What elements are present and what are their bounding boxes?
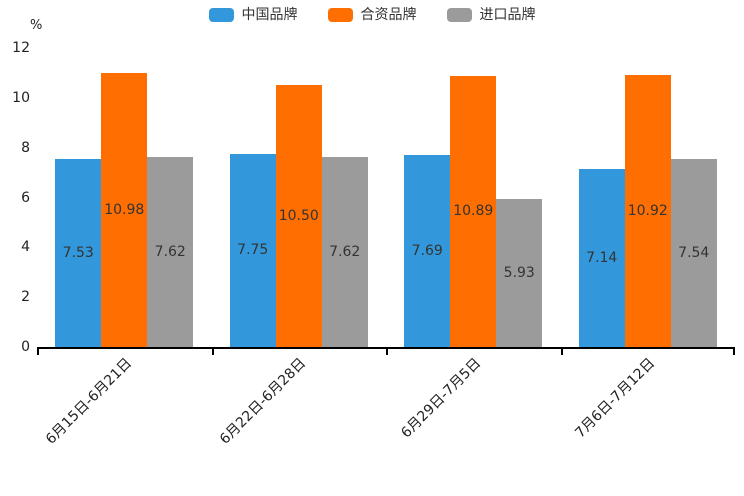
- bar-进口品牌-0: 7.62: [147, 157, 194, 347]
- bar-value-label: 10.92: [627, 202, 668, 219]
- x-category-label-3: 7月6日-7月12日: [572, 355, 659, 442]
- y-axis-unit-label: %: [30, 18, 43, 33]
- x-tick: [560, 349, 563, 355]
- bar-value-label: 10.98: [104, 202, 145, 219]
- y-axis: 0 2 4 6 8 10 12: [0, 41, 30, 354]
- bar-value-label: 7.53: [62, 245, 94, 262]
- legend-item-0[interactable]: 中国品牌: [208, 7, 298, 23]
- bar-value-label: 10.50: [278, 208, 319, 225]
- bar-value-label: 7.54: [678, 245, 710, 262]
- bar-value-label: 10.89: [453, 203, 494, 220]
- y-tick-label: 12: [12, 40, 30, 56]
- bar-合资品牌-1: 10.50: [275, 85, 322, 347]
- bar-value-label: 7.62: [154, 244, 186, 261]
- x-tick: [386, 349, 388, 355]
- bar-value-label: 5.93: [503, 265, 535, 282]
- x-category-label-1: 6月22日-6月28日: [217, 355, 310, 448]
- x-axis-ticks: [37, 349, 735, 356]
- bar-中国品牌-3: 7.14: [578, 169, 625, 347]
- legend-label: 中国品牌: [241, 7, 298, 23]
- bar-中国品牌-2: 7.69: [404, 155, 451, 347]
- legend-item-2[interactable]: 进口品牌: [446, 7, 536, 23]
- bar-group-1: 7.75 10.50 7.62: [212, 48, 387, 347]
- plot-area: 7.53 10.98 7.62 7.75 10.50 7.62 7.69 10.89 5.93 7…: [37, 48, 735, 349]
- bar-中国品牌-0: 7.53: [55, 159, 102, 347]
- y-tick-label: 4: [21, 239, 30, 256]
- bar-group-2: 7.69 10.89 5.93: [386, 48, 561, 347]
- y-tick-label: 8: [21, 139, 30, 156]
- legend: 中国品牌 合资品牌 进口品牌: [0, 8, 744, 22]
- x-axis-labels: 6月15日-6月21日 6月22日-6月28日 6月29日-7月5日 7月6日-7月1…: [37, 349, 735, 489]
- legend-label: 合资品牌: [360, 7, 417, 23]
- bar-value-label: 7.69: [411, 243, 443, 260]
- bar-合资品牌-2: 10.89: [450, 75, 497, 347]
- legend-swatch-icon: [208, 8, 234, 22]
- bar-group-3: 7.14 10.92 7.54: [561, 48, 736, 347]
- bar-进口品牌-3: 7.54: [670, 159, 717, 347]
- bar-进口品牌-1: 7.62: [321, 157, 368, 347]
- x-category-label-2: 6月29日-7月5日: [397, 355, 484, 442]
- bar-group-0: 7.53 10.98 7.62: [37, 48, 212, 347]
- bar-value-label: 7.75: [237, 242, 269, 259]
- legend-swatch-icon: [327, 8, 353, 22]
- y-tick-label: 10: [12, 89, 30, 106]
- legend-item-1[interactable]: 合资品牌: [327, 7, 417, 23]
- x-tick: [733, 349, 735, 355]
- y-tick-label: 6: [21, 189, 30, 206]
- x-tick: [37, 349, 39, 355]
- bar-value-label: 7.62: [329, 244, 361, 261]
- x-tick: [211, 349, 214, 355]
- y-tick-label: 0: [21, 339, 30, 355]
- bar-合资品牌-3: 10.92: [624, 74, 671, 347]
- bar-进口品牌-2: 5.93: [496, 199, 543, 347]
- bar-中国品牌-1: 7.75: [229, 153, 276, 347]
- legend-label: 进口品牌: [479, 7, 536, 23]
- bar-value-label: 7.14: [586, 250, 618, 267]
- bar-合资品牌-0: 10.98: [101, 73, 148, 347]
- x-category-label-0: 6月15日-6月21日: [42, 355, 135, 448]
- legend-swatch-icon: [446, 8, 472, 22]
- y-tick-label: 2: [21, 289, 30, 306]
